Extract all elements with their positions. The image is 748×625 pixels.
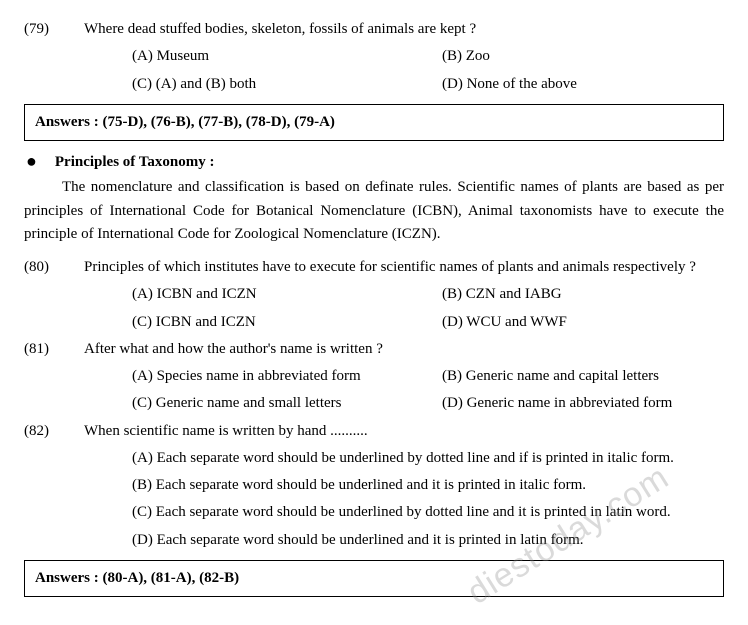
q79-option-d: (D) None of the above xyxy=(442,73,724,96)
q80-number: (80) xyxy=(24,256,84,279)
q82-text: When scientific name is written by hand … xyxy=(84,420,724,443)
q81-text: After what and how the author's name is … xyxy=(84,338,724,361)
q80-option-d: (D) WCU and WWF xyxy=(442,311,724,334)
q79-option-a: (A) Museum xyxy=(132,45,442,68)
q81-option-d: (D) Generic name in abbreviated form xyxy=(442,392,724,415)
q79-text: Where dead stuffed bodies, skeleton, fos… xyxy=(84,18,724,41)
q81-option-b: (B) Generic name and capital letters xyxy=(442,365,724,388)
answers-box-1: Answers : (75-D), (76-B), (77-B), (78-D)… xyxy=(24,104,724,141)
q82-option-a: (A) Each separate word should be underli… xyxy=(132,447,674,470)
q81-number: (81) xyxy=(24,338,84,361)
section-title: Principles of Taxonomy : xyxy=(55,151,215,174)
q80-option-c: (C) ICBN and ICZN xyxy=(132,311,442,334)
q79-number: (79) xyxy=(24,18,84,41)
q81-option-c: (C) Generic name and small letters xyxy=(132,392,442,415)
answers-box-2: Answers : (80-A), (81-A), (82-B) xyxy=(24,560,724,597)
q82-option-c: (C) Each separate word should be underli… xyxy=(132,501,671,524)
q79-option-c: (C) (A) and (B) both xyxy=(132,73,442,96)
q79-option-b: (B) Zoo xyxy=(442,45,724,68)
q80-text: Principles of which institutes have to e… xyxy=(84,256,724,279)
bullet-icon: ● xyxy=(26,151,37,173)
q82-option-b: (B) Each separate word should be underli… xyxy=(132,474,586,497)
q81-option-a: (A) Species name in abbreviated form xyxy=(132,365,442,388)
q82-option-d: (D) Each separate word should be underli… xyxy=(132,529,584,552)
q80-option-b: (B) CZN and IABG xyxy=(442,283,724,306)
q82-number: (82) xyxy=(24,420,84,443)
q80-option-a: (A) ICBN and ICZN xyxy=(132,283,442,306)
section-paragraph: The nomenclature and classification is b… xyxy=(24,176,724,246)
